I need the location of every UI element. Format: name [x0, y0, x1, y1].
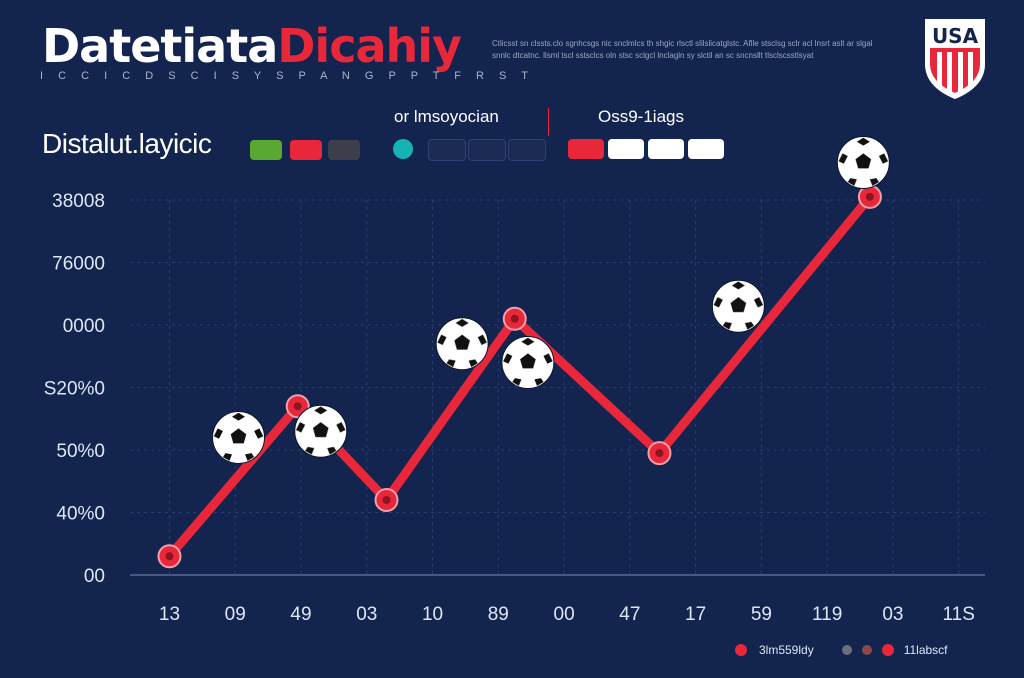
footer-legend-label-2: 11labscf: [903, 643, 948, 657]
data-point-center: [655, 449, 664, 458]
legend-mid-label: or lmsoyocian: [394, 107, 499, 126]
footer-legend-dot-4: [881, 644, 894, 656]
x-tick-label: 13: [159, 604, 180, 625]
x-tick-label: 11S: [942, 604, 974, 625]
data-point-center: [510, 314, 519, 323]
y-tick-label: 76000: [52, 254, 105, 275]
chart-label: Distalut.layicic: [42, 128, 212, 159]
y-tick-label: S20%0: [44, 379, 105, 400]
badge-text: USA: [932, 24, 979, 48]
title-part-white: Datetiata: [42, 19, 278, 73]
x-tick-label: 17: [685, 604, 706, 625]
x-tick-label: 119: [812, 604, 842, 625]
y-tick-label: 40%0: [56, 504, 105, 525]
x-tick-label: 89: [488, 604, 509, 625]
data-point-center: [865, 192, 874, 201]
data-point-center: [165, 552, 174, 561]
legend-swatch-red-2: [568, 139, 604, 159]
x-tick-label: 49: [290, 604, 311, 625]
legend-swatch-navy-2: [468, 139, 506, 161]
legend-swatch-red: [290, 140, 322, 160]
series-line: [164, 192, 875, 561]
legend-swatch-navy-1: [428, 139, 466, 161]
legend-swatch-dark: [328, 140, 360, 160]
legend-divider: [548, 108, 549, 136]
y-tick-label: 38008: [52, 191, 105, 212]
legend-right-label: Oss9-1iags: [598, 107, 684, 126]
footer-legend: 3lm559ldy 11labscf: [735, 640, 948, 660]
subtitle: I C C I C D S C I S Y S P A N G P P T F …: [40, 70, 534, 82]
data-point-center: [382, 496, 391, 504]
header-note: Ctlicsst sn clssts.clo sgnhcsgs nic sncl…: [492, 39, 873, 60]
footer-legend-dot-1: [735, 644, 747, 656]
soccer-ball-icon: [711, 279, 765, 333]
legend-dot-teal: [393, 139, 413, 159]
soccer-ball-icon: [212, 411, 266, 464]
soccer-ball-icon: [435, 317, 489, 371]
page-title: DatetiataDicahiy: [42, 18, 462, 74]
data-point-center: [293, 402, 302, 411]
legend-swatch-white-1: [608, 139, 644, 159]
y-tick-label: 00: [84, 566, 105, 587]
x-tick-label: 03: [356, 604, 377, 625]
soccer-ball-icon: [294, 404, 348, 458]
usa-crest-icon: USA: [925, 19, 985, 100]
y-tick-label: 0000: [63, 316, 105, 337]
legend-swatch-white-2: [648, 139, 684, 159]
footer-legend-dot-2: [841, 645, 852, 655]
x-tick-label: 59: [751, 604, 772, 625]
footer-legend-label-1: 3lm559ldy: [759, 643, 814, 657]
x-tick-label: 47: [619, 604, 640, 625]
soccer-ball-icon: [836, 136, 890, 189]
legend-swatch-navy-3: [508, 139, 546, 161]
soccer-ball-icon: [501, 336, 555, 389]
y-tick-label: 50%0: [56, 441, 105, 462]
x-tick-label: 00: [554, 604, 575, 625]
x-tick-label: 10: [422, 604, 443, 625]
footer-legend-dot-3: [861, 645, 872, 655]
title-part-red: Dicahiy: [277, 19, 462, 73]
legend-swatch-green: [250, 140, 282, 160]
x-tick-label: 09: [225, 604, 246, 625]
x-tick-label: 03: [882, 604, 903, 625]
legend-swatch-white-3: [688, 139, 724, 159]
